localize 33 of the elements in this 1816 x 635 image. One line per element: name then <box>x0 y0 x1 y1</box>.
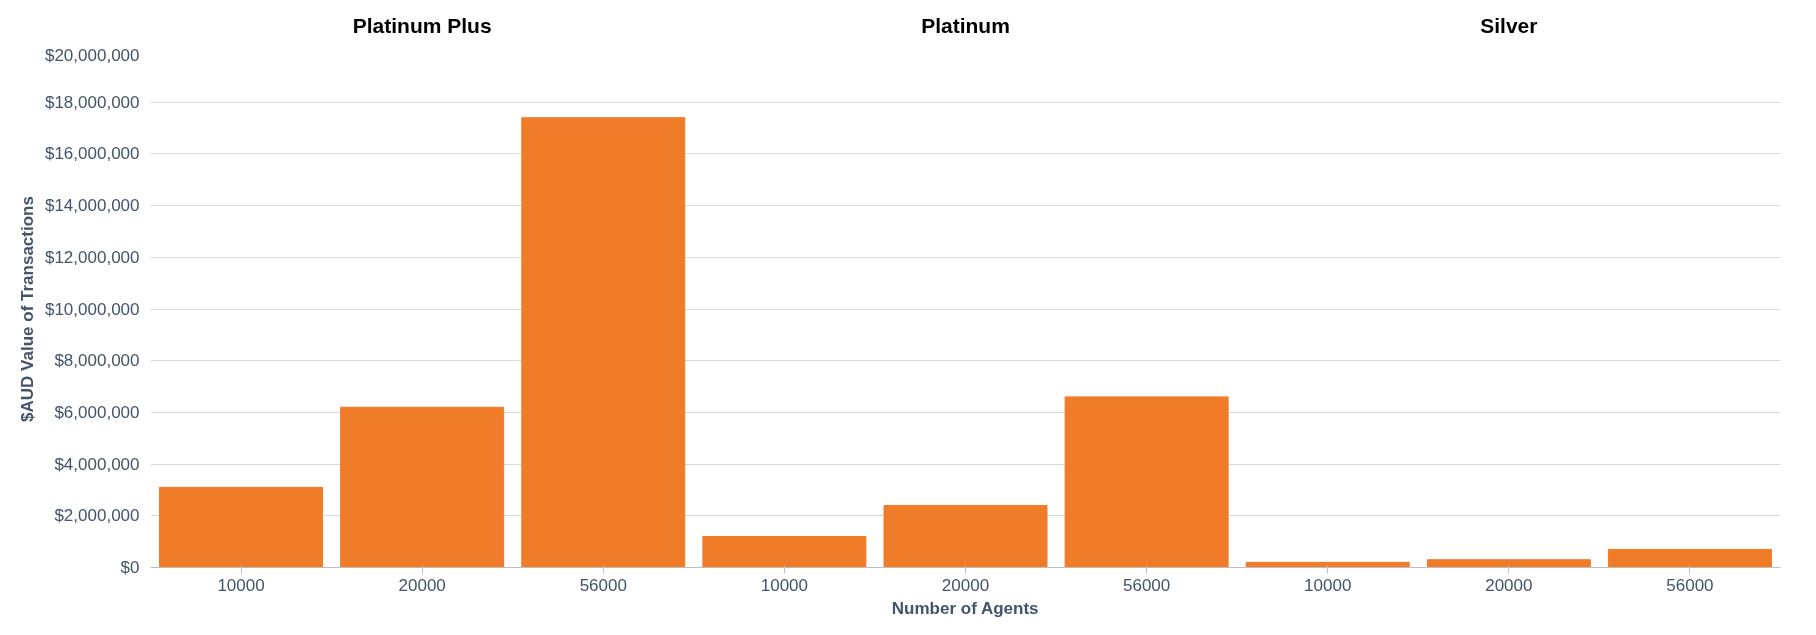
bar <box>521 117 686 568</box>
text: Platinum <box>921 13 1010 37</box>
y-tick-label: $16,000,000 <box>44 144 140 164</box>
x-tick-label: 10000 <box>217 575 265 595</box>
x-tick-label: 56000 <box>1122 575 1171 595</box>
x-axis-title: Number of Agents <box>891 598 1039 618</box>
bar <box>1607 548 1772 568</box>
y-tick-label: $20,000,000 <box>44 45 140 65</box>
x-tick-label: 20000 <box>1485 575 1533 595</box>
y-tick-label: $12,000,000 <box>44 247 140 267</box>
bar <box>340 406 505 568</box>
y-tick-label: $8,000,000 <box>54 351 140 371</box>
x-tick-label: 10000 <box>1304 575 1352 595</box>
bar <box>1064 396 1229 568</box>
y-tick-label: $6,000,000 <box>54 402 140 422</box>
text: Silver <box>1480 13 1538 37</box>
y-tick-label: $2,000,000 <box>54 506 140 526</box>
y-axis-title: $AUD Value of Transactions <box>17 196 37 422</box>
x-tick-label: 20000 <box>941 575 990 595</box>
y-tick-label: $14,000,000 <box>44 196 140 216</box>
y-tick-label: $4,000,000 <box>54 454 140 474</box>
x-tick-label: 10000 <box>760 575 809 595</box>
y-tick-label: $18,000,000 <box>44 92 140 112</box>
bar <box>1426 559 1591 568</box>
x-tick-label: 56000 <box>579 575 627 595</box>
y-tick-label: $10,000,000 <box>44 299 140 319</box>
bar <box>883 504 1048 568</box>
text: Platinum Plus <box>352 13 492 37</box>
bar <box>702 535 867 568</box>
x-tick-label: 20000 <box>398 575 446 595</box>
bar <box>159 486 324 568</box>
x-tick-label: 56000 <box>1666 575 1714 595</box>
y-tick-label: $0 <box>120 558 140 577</box>
